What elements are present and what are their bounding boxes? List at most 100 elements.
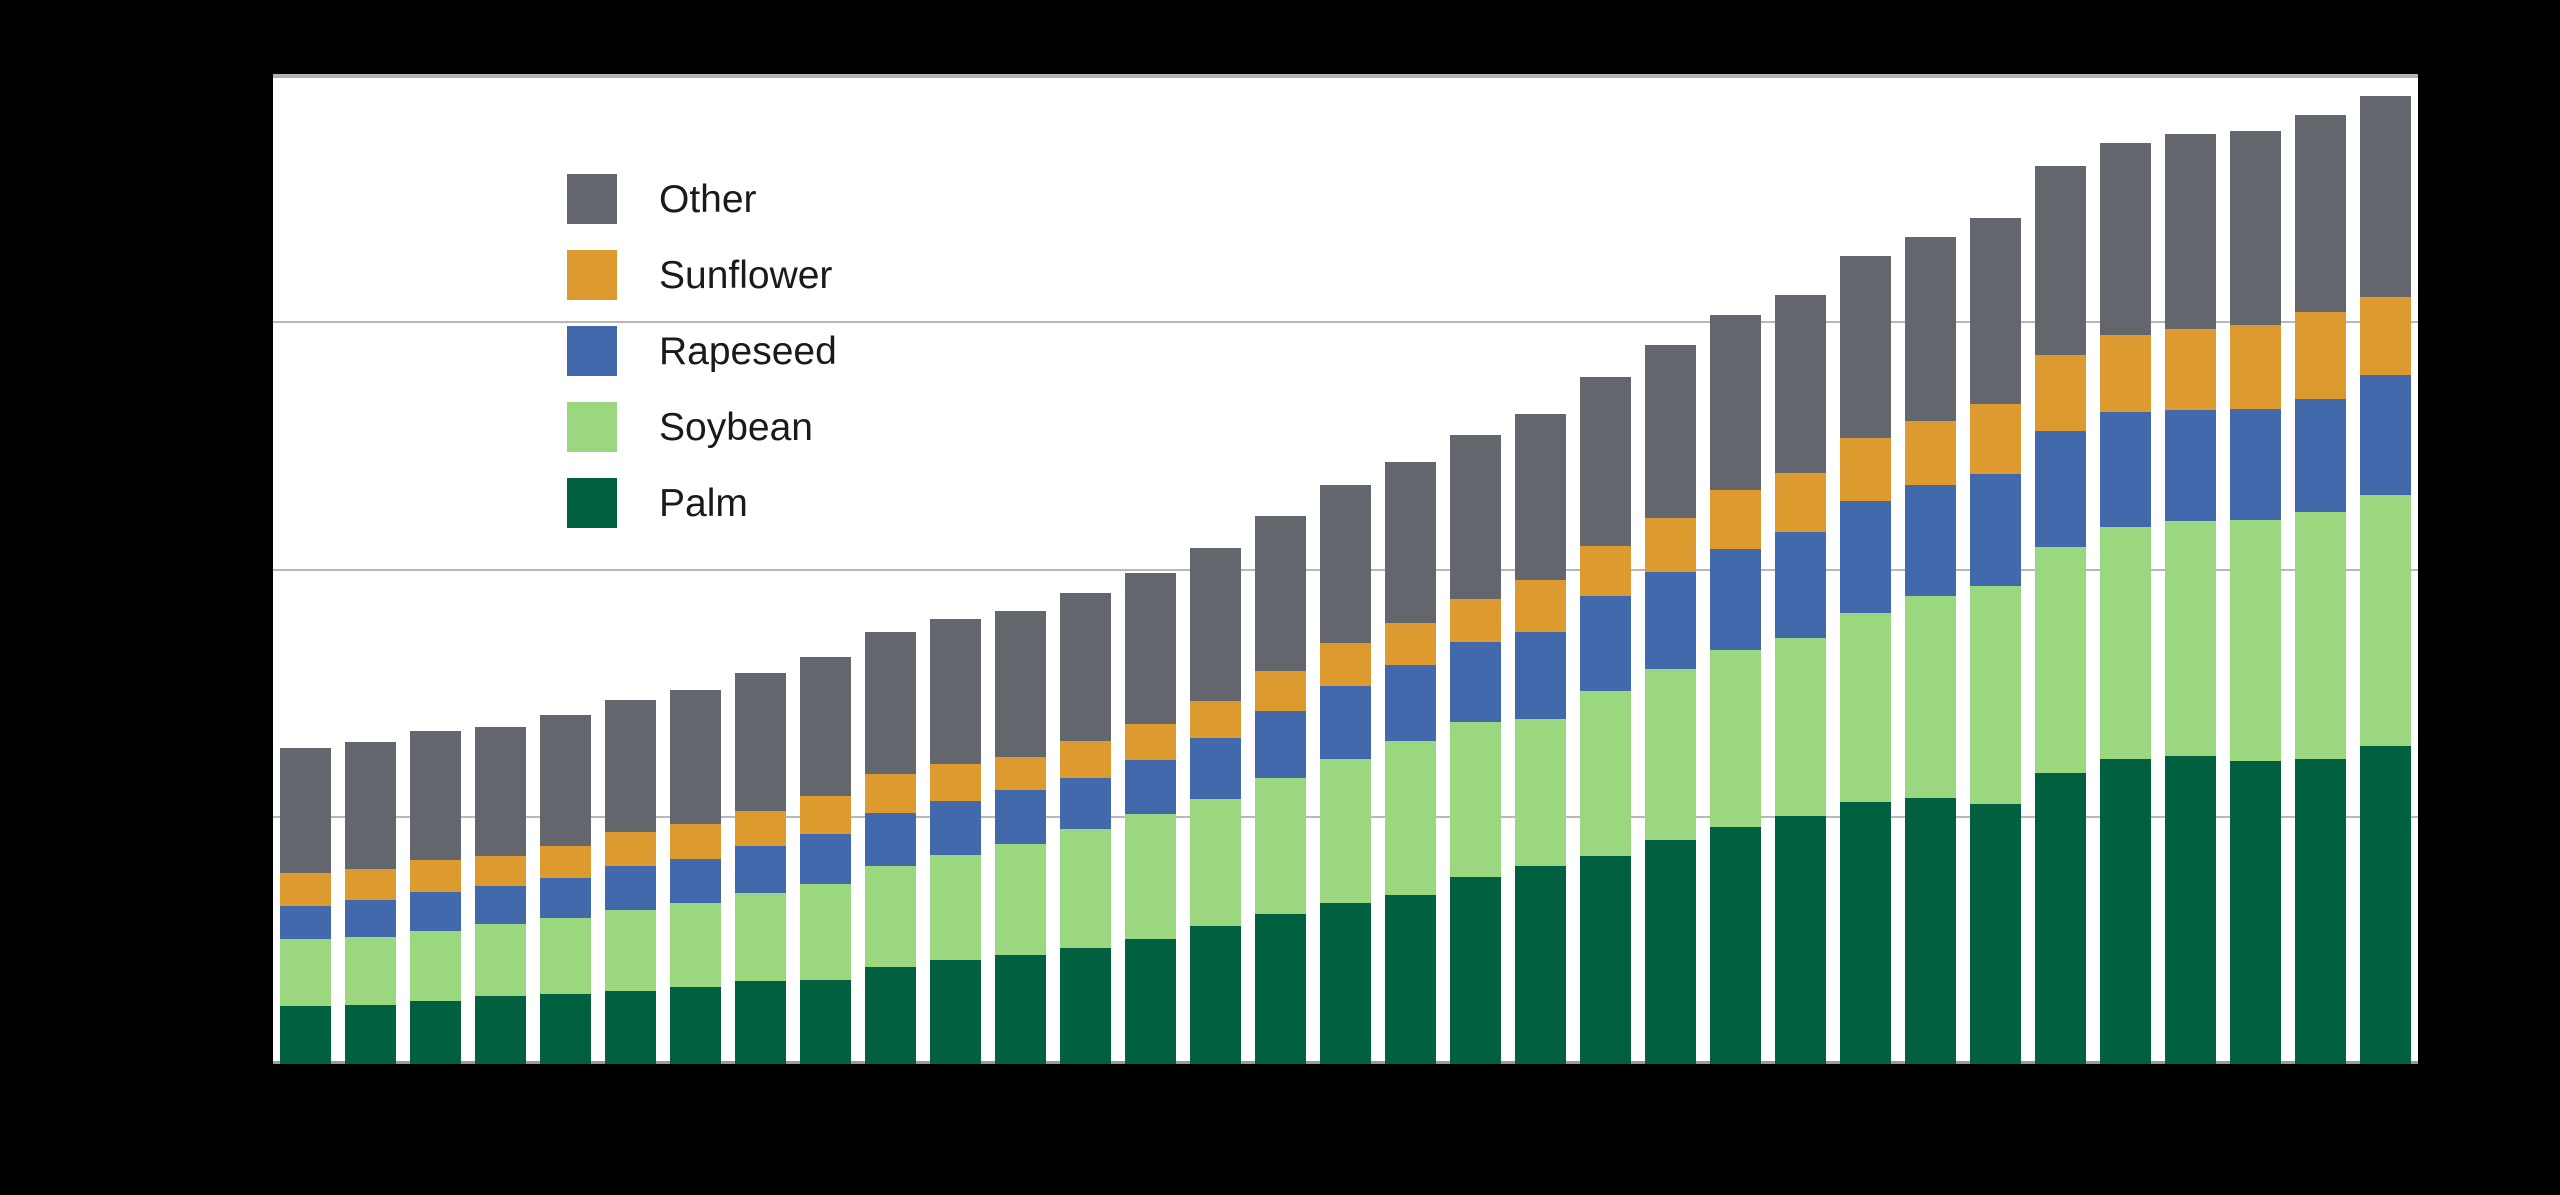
bar-segment-soybean[interactable] bbox=[2360, 494, 2411, 747]
bar-segment-soybean[interactable] bbox=[1970, 585, 2021, 804]
bar-segment-soybean[interactable] bbox=[1905, 596, 1956, 799]
legend-item-sunflower[interactable]: Sunflower bbox=[567, 237, 837, 313]
bar-segment-soybean[interactable] bbox=[800, 884, 851, 981]
bar-segment-rapeseed[interactable] bbox=[540, 877, 591, 918]
bar-segment-rapeseed[interactable] bbox=[605, 866, 656, 910]
bar-segment-sunflower[interactable] bbox=[2295, 312, 2346, 399]
bar-segment-palm[interactable] bbox=[475, 995, 526, 1064]
bar-group[interactable] bbox=[2230, 131, 2281, 1064]
bar-segment-soybean[interactable] bbox=[1190, 799, 1241, 927]
bar-segment-soybean[interactable] bbox=[1060, 829, 1111, 949]
bar-segment-soybean[interactable] bbox=[1385, 740, 1436, 895]
bar-group[interactable] bbox=[1710, 314, 1761, 1064]
bar-group[interactable] bbox=[605, 699, 656, 1064]
bar-group[interactable] bbox=[1775, 295, 1826, 1064]
bar-segment-sunflower[interactable] bbox=[345, 868, 396, 901]
bar-group[interactable] bbox=[540, 715, 591, 1064]
bar-segment-palm[interactable] bbox=[1320, 903, 1371, 1064]
bar-segment-palm[interactable] bbox=[865, 967, 916, 1064]
bar-segment-palm[interactable] bbox=[1775, 816, 1826, 1064]
bar-segment-sunflower[interactable] bbox=[475, 856, 526, 887]
bar-segment-rapeseed[interactable] bbox=[670, 858, 721, 904]
bar-segment-sunflower[interactable] bbox=[1710, 489, 1761, 550]
bar-segment-sunflower[interactable] bbox=[1840, 437, 1891, 502]
bar-group[interactable] bbox=[670, 689, 721, 1064]
bar-group[interactable] bbox=[2100, 142, 2151, 1064]
bar-segment-rapeseed[interactable] bbox=[1840, 501, 1891, 613]
bar-segment-sunflower[interactable] bbox=[1515, 580, 1566, 632]
bar-segment-other[interactable] bbox=[1320, 484, 1371, 643]
bar-segment-rapeseed[interactable] bbox=[1190, 738, 1241, 800]
bar-segment-other[interactable] bbox=[1060, 593, 1111, 742]
bar-segment-soybean[interactable] bbox=[1515, 718, 1566, 867]
bar-group[interactable] bbox=[865, 632, 916, 1064]
bar-segment-other[interactable] bbox=[1450, 435, 1501, 600]
bar-segment-palm[interactable] bbox=[735, 981, 786, 1064]
bar-group[interactable] bbox=[2165, 133, 2216, 1064]
bar-segment-sunflower[interactable] bbox=[1645, 517, 1696, 572]
legend-item-soybean[interactable]: Soybean bbox=[567, 389, 837, 465]
bar-segment-rapeseed[interactable] bbox=[1125, 759, 1176, 815]
bar-group[interactable] bbox=[410, 731, 461, 1064]
bar-segment-other[interactable] bbox=[995, 610, 1046, 758]
bar-segment-palm[interactable] bbox=[1450, 876, 1501, 1064]
bar-segment-palm[interactable] bbox=[995, 954, 1046, 1064]
bar-segment-rapeseed[interactable] bbox=[1580, 595, 1631, 691]
bar-segment-soybean[interactable] bbox=[410, 930, 461, 1002]
bar-segment-soybean[interactable] bbox=[1775, 637, 1826, 817]
bar-segment-other[interactable] bbox=[2100, 142, 2151, 336]
bar-group[interactable] bbox=[1190, 547, 1241, 1064]
bar-segment-soybean[interactable] bbox=[1450, 722, 1501, 877]
bar-segment-sunflower[interactable] bbox=[2360, 296, 2411, 376]
bar-segment-other[interactable] bbox=[800, 656, 851, 797]
bar-segment-sunflower[interactable] bbox=[995, 757, 1046, 791]
bar-segment-other[interactable] bbox=[1645, 345, 1696, 518]
bar-segment-palm[interactable] bbox=[1710, 826, 1761, 1064]
bar-segment-palm[interactable] bbox=[2165, 755, 2216, 1064]
bar-segment-sunflower[interactable] bbox=[670, 823, 721, 859]
bar-group[interactable] bbox=[800, 656, 851, 1064]
bar-segment-rapeseed[interactable] bbox=[1905, 485, 1956, 597]
bar-segment-rapeseed[interactable] bbox=[995, 790, 1046, 844]
bar-segment-soybean[interactable] bbox=[1125, 814, 1176, 940]
bar-segment-soybean[interactable] bbox=[995, 843, 1046, 955]
bar-segment-palm[interactable] bbox=[1190, 926, 1241, 1064]
bar-segment-rapeseed[interactable] bbox=[1775, 532, 1826, 638]
bar-segment-palm[interactable] bbox=[930, 960, 981, 1064]
bar-segment-sunflower[interactable] bbox=[1060, 741, 1111, 778]
bar-segment-rapeseed[interactable] bbox=[1645, 572, 1696, 669]
bar-group[interactable] bbox=[930, 618, 981, 1064]
bar-segment-other[interactable] bbox=[1905, 237, 1956, 422]
bar-segment-sunflower[interactable] bbox=[2100, 335, 2151, 412]
bar-segment-palm[interactable] bbox=[540, 993, 591, 1064]
bar-group[interactable] bbox=[1515, 413, 1566, 1064]
bar-segment-palm[interactable] bbox=[1840, 801, 1891, 1064]
bar-segment-rapeseed[interactable] bbox=[865, 812, 916, 867]
bar-segment-sunflower[interactable] bbox=[605, 832, 656, 867]
bar-group[interactable] bbox=[1905, 237, 1956, 1064]
bar-group[interactable] bbox=[1255, 515, 1306, 1064]
bar-segment-other[interactable] bbox=[1190, 547, 1241, 701]
bar-segment-rapeseed[interactable] bbox=[1450, 642, 1501, 723]
bar-segment-palm[interactable] bbox=[345, 1005, 396, 1064]
bar-segment-sunflower[interactable] bbox=[735, 810, 786, 847]
bar-segment-sunflower[interactable] bbox=[410, 860, 461, 892]
bar-segment-sunflower[interactable] bbox=[1775, 473, 1826, 533]
bar-segment-other[interactable] bbox=[280, 747, 331, 873]
bar-segment-palm[interactable] bbox=[2035, 773, 2086, 1064]
bar-segment-other[interactable] bbox=[605, 699, 656, 833]
bar-segment-palm[interactable] bbox=[1905, 798, 1956, 1064]
bar-group[interactable] bbox=[2360, 96, 2411, 1064]
bar-segment-other[interactable] bbox=[1515, 413, 1566, 581]
bar-segment-rapeseed[interactable] bbox=[735, 846, 786, 893]
bar-segment-rapeseed[interactable] bbox=[1970, 473, 2021, 586]
bar-group[interactable] bbox=[1645, 345, 1696, 1064]
bar-segment-soybean[interactable] bbox=[735, 893, 786, 982]
bar-group[interactable] bbox=[1580, 377, 1631, 1064]
bar-segment-rapeseed[interactable] bbox=[1320, 685, 1371, 760]
bar-segment-rapeseed[interactable] bbox=[1710, 549, 1761, 650]
bar-segment-soybean[interactable] bbox=[930, 854, 981, 961]
bar-segment-other[interactable] bbox=[1710, 314, 1761, 490]
bar-segment-sunflower[interactable] bbox=[2035, 355, 2086, 432]
bar-segment-soybean[interactable] bbox=[475, 924, 526, 996]
